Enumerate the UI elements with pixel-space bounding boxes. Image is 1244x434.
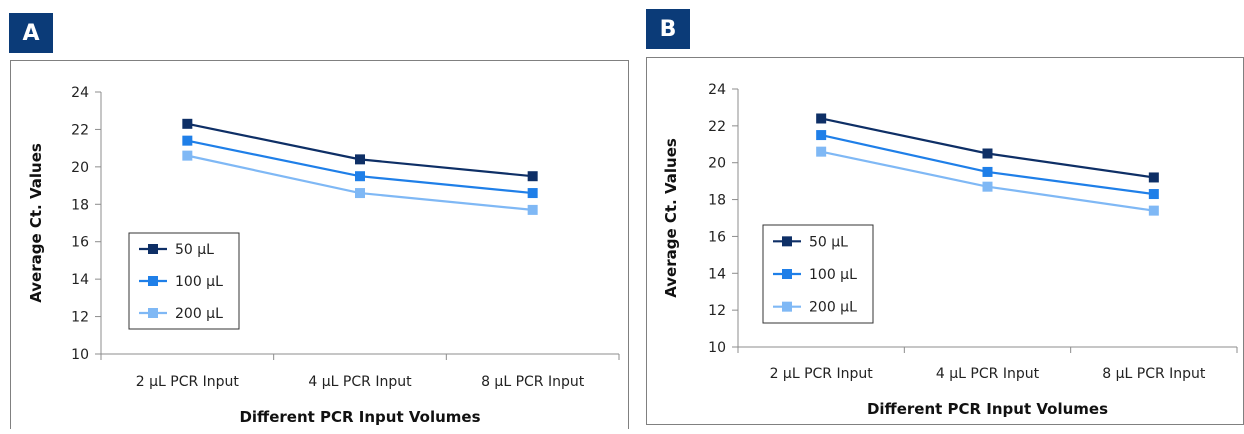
- chart-b-frame: 10 12 14 16 18 20 22 24 2 µL PCR Input 4 µL PCR I…: [646, 57, 1244, 425]
- legend-entry: 100 µL: [175, 274, 223, 290]
- x-tick-label: 4 µL PCR Input: [308, 374, 412, 390]
- y-tick-label: 22: [708, 119, 726, 135]
- legend-entry: 200 µL: [175, 306, 223, 322]
- data-point: [1148, 205, 1159, 216]
- data-point: [527, 188, 538, 199]
- legend-swatch-marker: [782, 269, 792, 279]
- data-point: [982, 181, 993, 192]
- panel-a-badge: A: [9, 13, 53, 53]
- data-point: [1148, 189, 1159, 200]
- y-tick-label: 16: [708, 229, 726, 245]
- y-tick-label: 10: [708, 340, 726, 356]
- series-line: [820, 150, 1154, 212]
- y-tick-label: 14: [708, 266, 726, 282]
- x-tick-label: 4 µL PCR Input: [936, 366, 1040, 382]
- data-point: [816, 130, 827, 141]
- data-point: [982, 148, 993, 159]
- y-tick-label: 20: [71, 160, 89, 176]
- legend-entry: 50 µL: [175, 242, 214, 258]
- legend-swatch-marker: [148, 244, 158, 254]
- y-tick-label: 12: [71, 310, 89, 326]
- data-point: [816, 113, 827, 124]
- x-tick-label: 2 µL PCR Input: [136, 374, 240, 390]
- data-point: [355, 154, 365, 165]
- y-tick-label: 22: [71, 122, 89, 138]
- data-point: [182, 150, 193, 161]
- y-tick-label: 18: [71, 197, 89, 213]
- legend-swatch-marker: [148, 308, 158, 318]
- y-axis-title: Average Ct. Values: [662, 138, 680, 298]
- y-tick-label: 12: [708, 303, 726, 319]
- legend-swatch-marker: [782, 236, 792, 247]
- y-tick-label: 24: [708, 82, 726, 98]
- legend-swatch-marker: [148, 276, 158, 286]
- x-tick-label: 8 µL PCR Input: [481, 374, 585, 390]
- x-axis-title: Different PCR Input Volumes: [239, 408, 480, 426]
- y-tick-label: 14: [71, 272, 89, 288]
- data-point: [527, 204, 538, 215]
- y-tick-label: 18: [708, 193, 726, 209]
- y-tick-label: 24: [71, 85, 89, 101]
- data-point: [182, 135, 193, 146]
- panel-b-badge: B: [646, 9, 690, 49]
- legend-entry: 100 µL: [809, 267, 857, 283]
- y-tick-label: 10: [71, 347, 89, 363]
- y-axis-title: Average Ct. Values: [27, 143, 45, 303]
- chart-a: 10 12 14 16 18 20 22 24 2 µL PCR Input 4 µL PCR I…: [27, 85, 620, 426]
- legend-entry: 200 µL: [809, 300, 857, 316]
- data-point: [527, 171, 538, 182]
- data-point: [182, 118, 193, 129]
- x-tick-label: 8 µL PCR Input: [1102, 366, 1206, 382]
- data-point: [1148, 172, 1159, 183]
- x-axis-title: Different PCR Input Volumes: [867, 400, 1108, 418]
- chart-b: 10 12 14 16 18 20 22 24 2 µL PCR Input 4 µL PCR I…: [662, 82, 1238, 418]
- y-tick-label: 20: [708, 156, 726, 172]
- y-tick-label: 16: [71, 235, 89, 251]
- legend-entry: 50 µL: [809, 234, 848, 250]
- data-point: [982, 166, 993, 177]
- data-point: [355, 171, 365, 182]
- data-point: [355, 188, 365, 199]
- data-point: [816, 146, 827, 157]
- x-tick-label: 2 µL PCR Input: [770, 366, 874, 382]
- legend-swatch-marker: [782, 301, 792, 312]
- chart-a-frame: 10 12 14 16 18 20 22 24 2 µL PCR Input 4 µL PCR I…: [10, 60, 629, 429]
- series-line: [187, 122, 533, 178]
